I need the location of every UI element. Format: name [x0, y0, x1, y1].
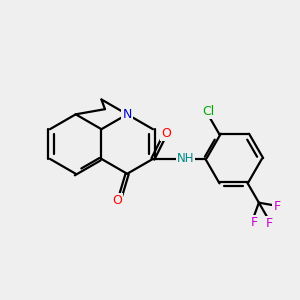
- Text: O: O: [112, 194, 122, 207]
- Text: F: F: [250, 216, 258, 229]
- Text: O: O: [161, 127, 171, 140]
- Text: N: N: [122, 108, 132, 121]
- Text: F: F: [273, 200, 280, 213]
- Text: Cl: Cl: [202, 105, 214, 118]
- Text: NH: NH: [177, 152, 194, 165]
- Text: F: F: [266, 217, 273, 230]
